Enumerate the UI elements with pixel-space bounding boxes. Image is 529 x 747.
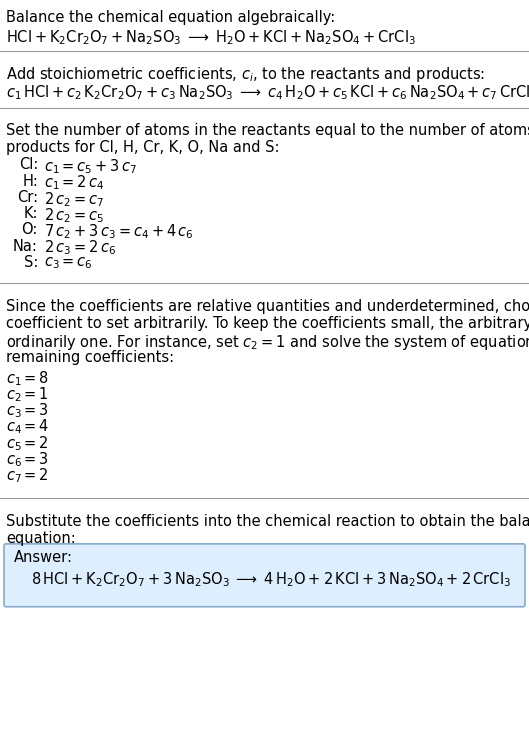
Text: $c_1\,\mathrm{HCl} + c_2\,\mathrm{K_2Cr_2O_7} + c_3\,\mathrm{Na_2SO_3} \;\longri: $c_1\,\mathrm{HCl} + c_2\,\mathrm{K_2Cr_… xyxy=(6,83,529,102)
Text: coefficient to set arbitrarily. To keep the coefficients small, the arbitrary va: coefficient to set arbitrarily. To keep … xyxy=(6,316,529,331)
Text: H:: H: xyxy=(22,173,38,188)
Text: $c_6 = 3$: $c_6 = 3$ xyxy=(6,450,49,469)
Text: Cr:: Cr: xyxy=(17,190,38,205)
Text: $8\,\mathrm{HCl} + \mathrm{K_2Cr_2O_7} + 3\,\mathrm{Na_2SO_3} \;\longrightarrow\: $8\,\mathrm{HCl} + \mathrm{K_2Cr_2O_7} +… xyxy=(31,570,511,589)
Text: $\mathrm{HCl + K_2Cr_2O_7 + Na_2SO_3 \;\longrightarrow\; H_2O + KCl + Na_2SO_4 +: $\mathrm{HCl + K_2Cr_2O_7 + Na_2SO_3 \;\… xyxy=(6,28,416,46)
Text: $c_7 = 2$: $c_7 = 2$ xyxy=(6,466,49,485)
Text: Na:: Na: xyxy=(13,238,38,254)
Text: Since the coefficients are relative quantities and underdetermined, choose a: Since the coefficients are relative quan… xyxy=(6,299,529,314)
Text: $c_1 = 8$: $c_1 = 8$ xyxy=(6,369,49,388)
Text: S:: S: xyxy=(24,255,38,270)
Text: $c_3 = 3$: $c_3 = 3$ xyxy=(6,401,49,420)
Text: $2\,c_2 = c_7$: $2\,c_2 = c_7$ xyxy=(44,190,104,208)
Text: $c_3 = c_6$: $c_3 = c_6$ xyxy=(44,255,93,270)
Text: Add stoichiometric coefficients, $c_i$, to the reactants and products:: Add stoichiometric coefficients, $c_i$, … xyxy=(6,65,485,84)
Text: $c_2 = 1$: $c_2 = 1$ xyxy=(6,385,49,404)
Text: Set the number of atoms in the reactants equal to the number of atoms in the: Set the number of atoms in the reactants… xyxy=(6,123,529,138)
Text: remaining coefficients:: remaining coefficients: xyxy=(6,350,174,365)
Text: K:: K: xyxy=(23,206,38,221)
FancyBboxPatch shape xyxy=(4,544,525,607)
Text: products for Cl, H, Cr, K, O, Na and S:: products for Cl, H, Cr, K, O, Na and S: xyxy=(6,140,279,155)
Text: Balance the chemical equation algebraically:: Balance the chemical equation algebraica… xyxy=(6,10,335,25)
Text: $c_1 = 2\,c_4$: $c_1 = 2\,c_4$ xyxy=(44,173,105,192)
Text: Cl:: Cl: xyxy=(19,158,38,173)
Text: $2\,c_2 = c_5$: $2\,c_2 = c_5$ xyxy=(44,206,104,225)
Text: equation:: equation: xyxy=(6,531,76,546)
Text: $2\,c_3 = 2\,c_6$: $2\,c_3 = 2\,c_6$ xyxy=(44,238,116,257)
Text: $c_1 = c_5 + 3\,c_7$: $c_1 = c_5 + 3\,c_7$ xyxy=(44,158,137,176)
Text: $c_5 = 2$: $c_5 = 2$ xyxy=(6,434,49,453)
Text: $7\,c_2 + 3\,c_3 = c_4 + 4\,c_6$: $7\,c_2 + 3\,c_3 = c_4 + 4\,c_6$ xyxy=(44,223,194,241)
Text: Substitute the coefficients into the chemical reaction to obtain the balanced: Substitute the coefficients into the che… xyxy=(6,514,529,529)
Text: $c_4 = 4$: $c_4 = 4$ xyxy=(6,418,49,436)
Text: ordinarily one. For instance, set $c_2 = 1$ and solve the system of equations fo: ordinarily one. For instance, set $c_2 =… xyxy=(6,333,529,352)
Text: O:: O: xyxy=(22,223,38,238)
Text: Answer:: Answer: xyxy=(14,550,73,565)
